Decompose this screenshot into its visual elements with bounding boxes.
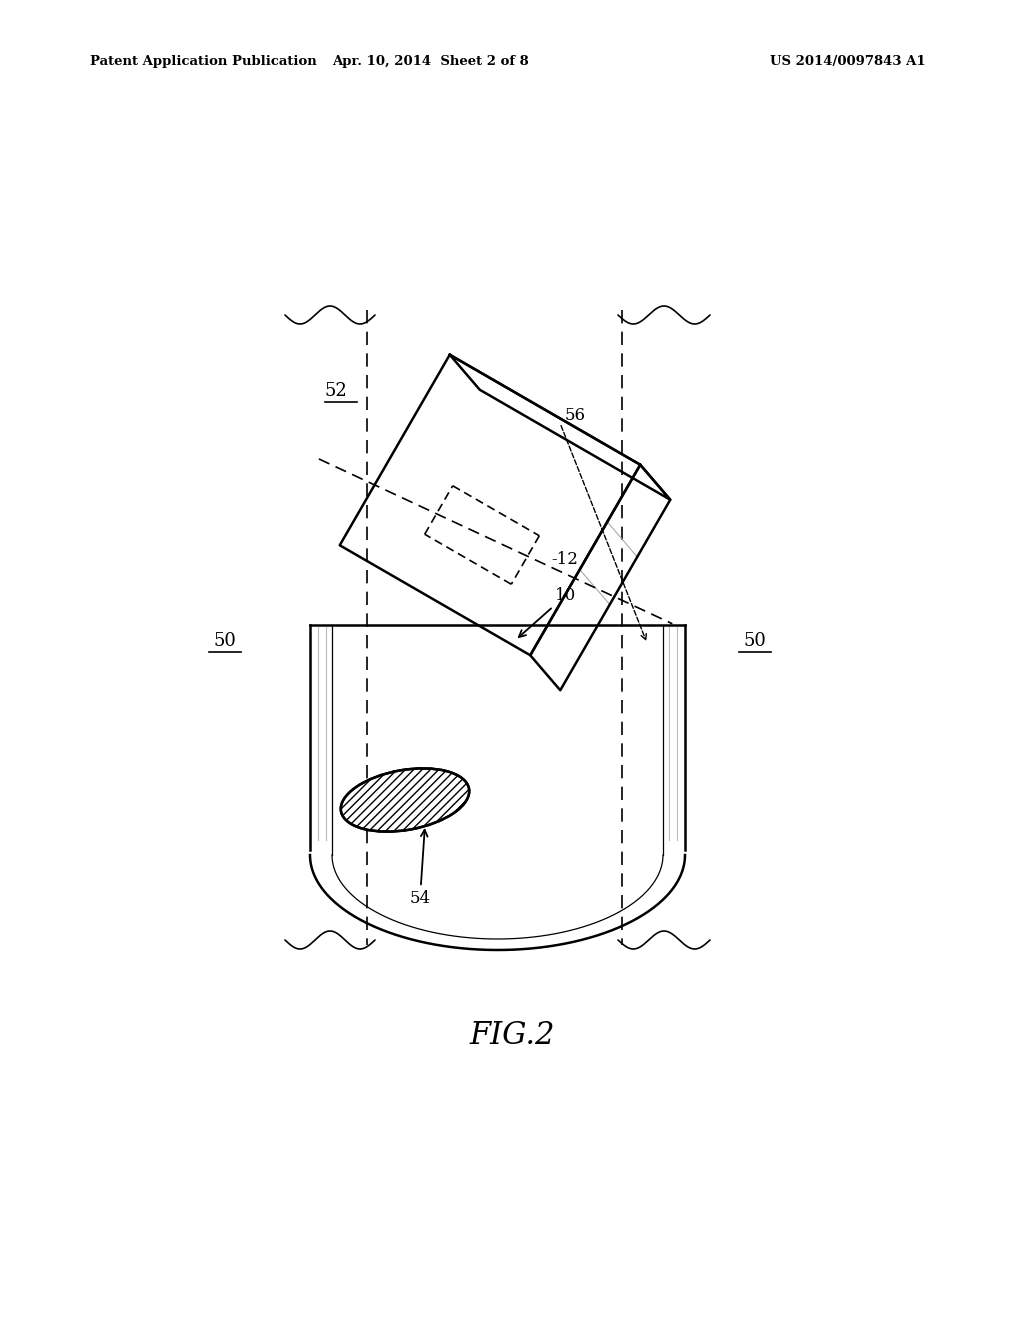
Ellipse shape (341, 768, 469, 832)
Text: 50: 50 (214, 632, 237, 649)
Text: 56: 56 (565, 407, 586, 424)
Text: 54: 54 (410, 830, 430, 907)
Text: 52: 52 (325, 381, 348, 400)
Text: Patent Application Publication: Patent Application Publication (90, 55, 316, 69)
Text: Apr. 10, 2014  Sheet 2 of 8: Apr. 10, 2014 Sheet 2 of 8 (332, 55, 528, 69)
Text: -12: -12 (551, 550, 579, 568)
Text: 10: 10 (519, 587, 577, 638)
Text: FIG.2: FIG.2 (469, 1020, 555, 1051)
Text: 50: 50 (743, 632, 766, 649)
Text: US 2014/0097843 A1: US 2014/0097843 A1 (770, 55, 926, 69)
